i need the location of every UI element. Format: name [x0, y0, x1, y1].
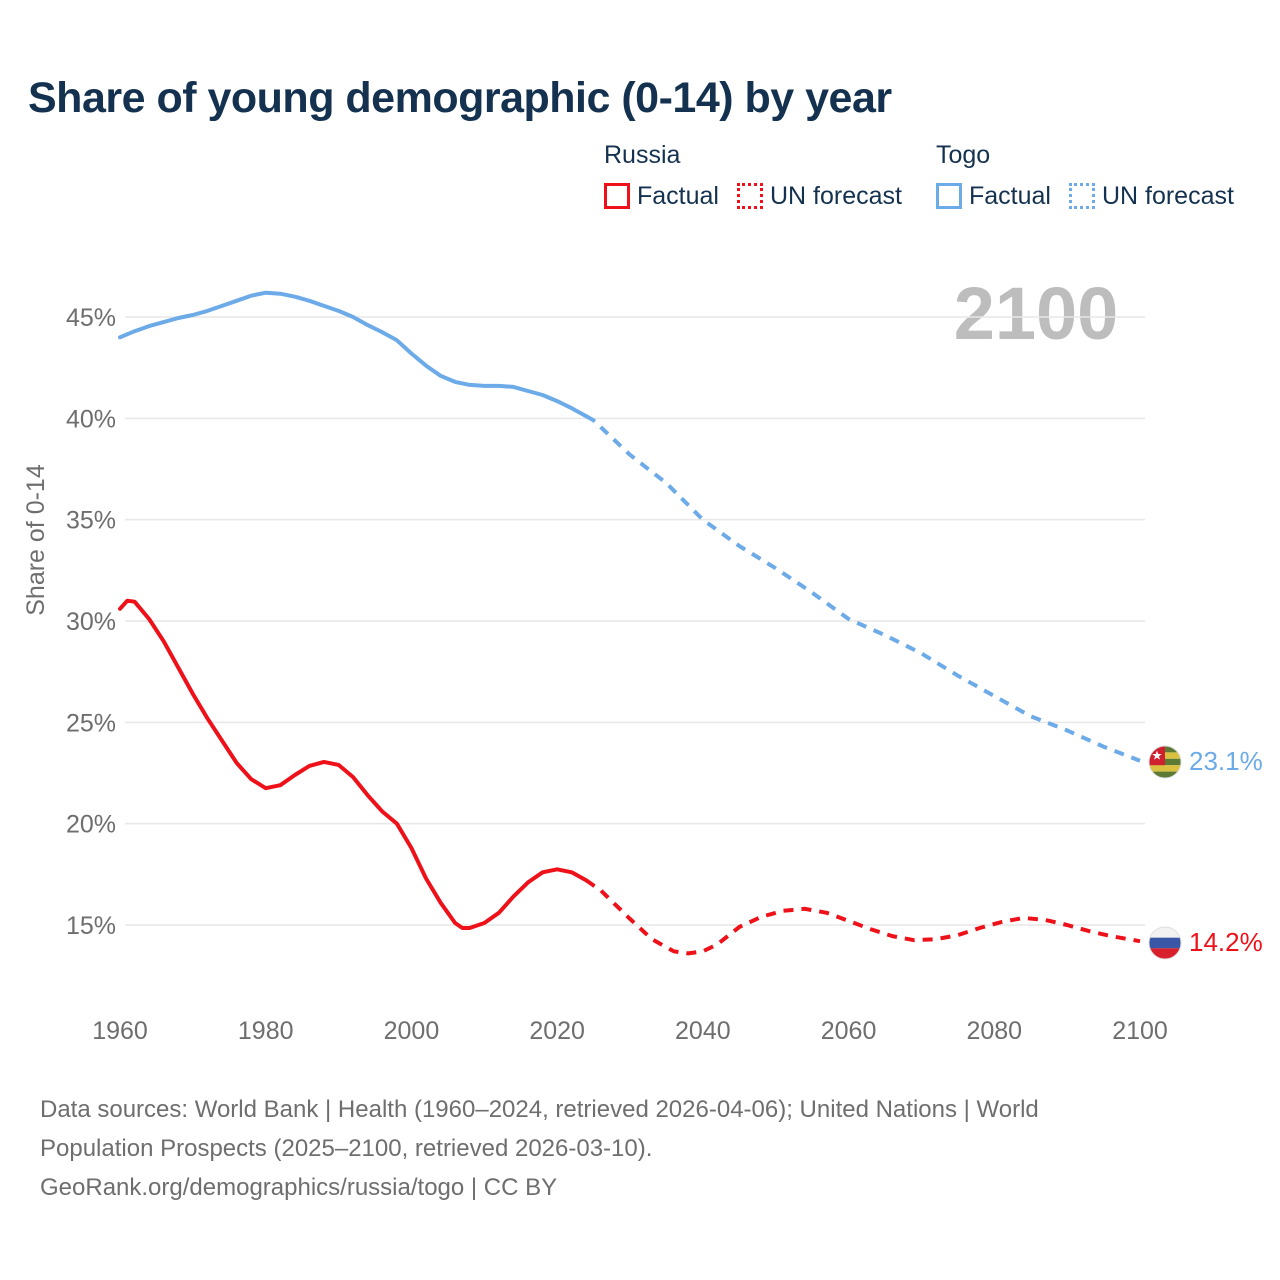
togo-factual-line[interactable] [118, 290, 589, 419]
legend-label: UN forecast [1101, 181, 1234, 210]
footer-line-3: GeoRank.org/demographics/russia/togo | C… [40, 1174, 558, 1201]
y-axis-title: Share of 0-14 [22, 464, 50, 616]
page-title: Share of young demographic (0-14) by yea… [28, 74, 892, 122]
russia-flag-icon [1148, 926, 1182, 960]
legend-label: Factual [637, 181, 719, 210]
legend-label: UN forecast [769, 181, 902, 210]
russia-forecast-line[interactable] [585, 878, 1141, 956]
russia-factual-line[interactable] [118, 598, 589, 930]
y-tick-label: 45% [66, 304, 116, 332]
togo-forecast-swatch-icon [1068, 183, 1095, 209]
legend-item-togo-factual[interactable]: Factual [935, 181, 1051, 210]
togo-flag-icon [1148, 745, 1182, 779]
legend-row-russia: Factual UN forecast [604, 183, 902, 209]
y-tick-label: 30% [66, 608, 116, 636]
x-tick-label: 1960 [92, 1017, 148, 1045]
legend-header-togo: Togo [935, 141, 991, 169]
russia-forecast-swatch-icon [736, 183, 763, 209]
x-tick-label: 2080 [966, 1017, 1022, 1045]
footer-line-1: Data sources: World Bank | Health (1960–… [40, 1096, 1039, 1123]
russia-end-value-label: 14.2% [1189, 927, 1263, 957]
legend-item-togo-forecast[interactable]: UN forecast [1068, 181, 1234, 210]
y-tick-label: 15% [66, 912, 116, 940]
y-tick-label: 20% [66, 811, 116, 839]
footer: Data sources: World Bank | Health (1960–… [40, 1090, 1039, 1207]
x-tick-label: 2100 [1112, 1017, 1168, 1045]
legend-item-russia-factual[interactable]: Factual [604, 183, 719, 209]
togo-factual-swatch-icon [935, 183, 962, 209]
russia-factual-swatch-icon [604, 183, 630, 209]
x-tick-label: 2040 [675, 1017, 731, 1045]
togo-end-value-label: 23.1% [1189, 746, 1263, 776]
x-tick-label: 1980 [238, 1017, 294, 1045]
x-tick-label: 2000 [384, 1017, 440, 1045]
watermark-year: 2100 [954, 272, 1119, 355]
legend-group-togo: Togo Factual UN forecast [935, 141, 1234, 210]
series-layer [118, 290, 1141, 956]
x-tick-label: 2060 [821, 1017, 877, 1045]
y-tick-label: 35% [66, 507, 116, 535]
legend-header-russia: Russia [604, 141, 681, 169]
legend-item-russia-forecast[interactable]: UN forecast [736, 181, 902, 210]
y-tick-label: 40% [66, 405, 116, 433]
togo-forecast-line[interactable] [585, 414, 1141, 763]
y-tick-label: 25% [66, 709, 116, 737]
footer-line-2: Population Prospects (2025–2100, retriev… [40, 1135, 653, 1162]
legend-label: Factual [968, 181, 1051, 210]
legend: Russia Factual UN forecast Togo Factual [604, 143, 1234, 209]
legend-row-togo: Factual UN forecast [935, 181, 1234, 210]
grid-layer [125, 316, 1145, 926]
axis-layer: 45% 40% 35% 30% 25% 20% 15% 1960 1980 2000 2020 204… [66, 304, 1168, 1045]
x-tick-label: 2020 [529, 1017, 585, 1045]
legend-group-russia: Russia Factual UN forecast [604, 143, 902, 209]
